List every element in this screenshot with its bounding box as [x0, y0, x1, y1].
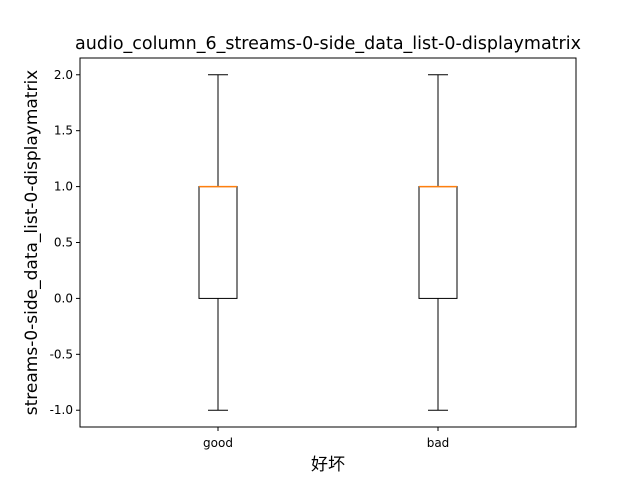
y-axis-label: streams-0-side_data_list-0-displaymatrix	[22, 70, 42, 415]
y-tick-label: -1.0	[50, 403, 73, 417]
box-good	[198, 186, 238, 299]
y-tick-label: 2.0	[54, 68, 73, 82]
y-tick-label: -0.5	[50, 347, 73, 361]
box-bad	[418, 186, 458, 299]
y-tick-label: 0.0	[54, 291, 73, 305]
x-tick-label: good	[203, 436, 233, 450]
y-tick-label: 1.5	[54, 124, 73, 138]
y-tick-label: 1.0	[54, 180, 73, 194]
x-axis-label: 好坏	[311, 455, 345, 475]
chart-title: audio_column_6_streams-0-side_data_list-…	[75, 34, 581, 54]
y-tick-label: 0.5	[54, 236, 73, 250]
plot-frame	[79, 57, 577, 428]
x-tick-label: bad	[427, 436, 450, 450]
